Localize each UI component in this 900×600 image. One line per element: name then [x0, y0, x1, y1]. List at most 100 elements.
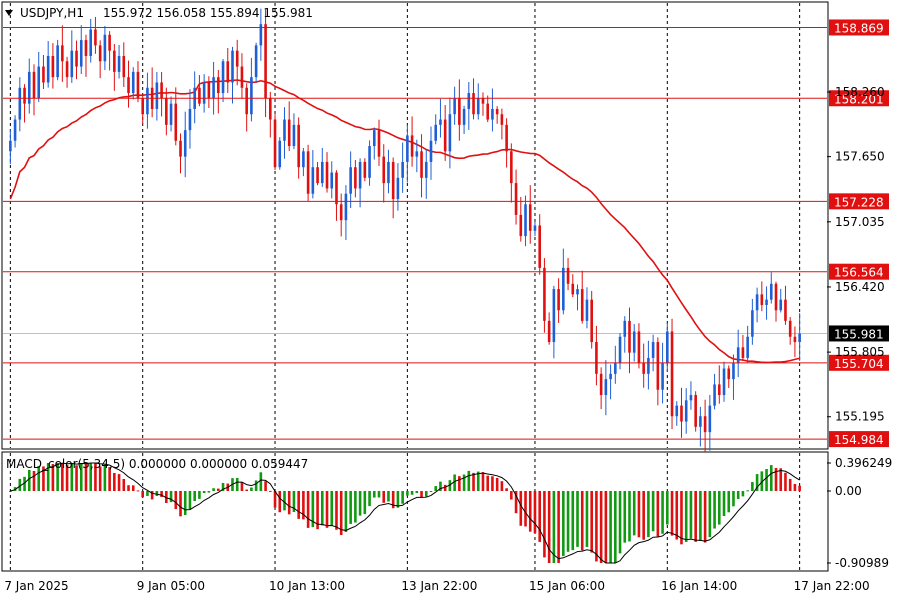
macd-histogram-bar	[136, 490, 140, 492]
time-axis-label: 17 Jan 22:00	[794, 579, 870, 593]
candle-body	[439, 119, 442, 125]
macd-histogram-bar	[391, 491, 395, 509]
candle-body	[325, 161, 329, 189]
macd-histogram-bar	[273, 491, 277, 508]
macd-histogram-bar	[784, 472, 787, 491]
macd-histogram-bar	[689, 491, 693, 539]
candle-body	[647, 357, 650, 374]
candle-body	[122, 55, 126, 78]
candle-body	[75, 50, 78, 67]
price-axis-label: 157.035	[835, 215, 885, 229]
macd-histogram-bar	[656, 491, 660, 537]
current-price-label: 155.981	[834, 327, 884, 341]
candle-body	[212, 77, 215, 99]
macd-histogram-bar	[349, 491, 352, 524]
candle-body	[618, 336, 622, 364]
candle-body	[684, 400, 688, 422]
candle-body	[708, 405, 712, 433]
candle-body	[217, 77, 220, 94]
macd-histogram-bar	[420, 491, 423, 498]
macd-histogram-bar	[84, 463, 88, 491]
time-axis-label: 9 Jan 05:00	[137, 579, 205, 593]
macd-histogram-bar	[165, 491, 168, 503]
symbol-timeframe-label: USDJPY,H1	[20, 6, 84, 20]
candle-body	[349, 167, 352, 194]
candle-body	[165, 98, 168, 125]
macd-histogram-bar	[283, 491, 286, 511]
candle-body	[131, 71, 135, 94]
candle-body	[202, 82, 206, 104]
macd-histogram-bar	[150, 491, 154, 500]
macd-histogram-bar	[765, 469, 768, 491]
candle-body	[510, 151, 513, 184]
price-level-label: 154.984	[834, 433, 884, 447]
macd-histogram-bar	[694, 491, 697, 542]
candle-body	[231, 50, 234, 83]
candle-body	[42, 66, 45, 83]
macd-histogram-bar	[160, 491, 163, 498]
macd-histogram-bar	[798, 485, 801, 491]
candle-body	[491, 108, 494, 120]
macd-histogram-bar	[547, 491, 551, 563]
candle-body	[117, 55, 121, 72]
macd-histogram-bar	[188, 491, 192, 510]
candle-body	[18, 87, 22, 120]
price-level-label: 155.704	[834, 357, 884, 371]
candle-body	[476, 98, 480, 115]
candle-body	[528, 204, 532, 231]
macd-histogram-bar	[576, 491, 579, 547]
macd-histogram-bar	[623, 491, 627, 543]
candle-body	[722, 368, 726, 396]
macd-histogram-bar	[269, 490, 272, 492]
macd-histogram-bar	[746, 490, 749, 492]
macd-histogram-bar	[75, 465, 78, 491]
candle-body	[141, 98, 144, 115]
candle-body	[717, 384, 721, 396]
candle-body	[103, 34, 107, 62]
macd-histogram-bar	[722, 491, 726, 516]
macd-histogram-bar	[56, 463, 59, 491]
macd-histogram-bar	[500, 481, 504, 491]
candle-body	[666, 331, 669, 364]
macd-histogram-bar	[713, 491, 716, 529]
macd-histogram-bar	[287, 491, 291, 515]
macd-histogram-bar	[141, 491, 144, 498]
candle-body	[410, 135, 414, 157]
macd-histogram-bar	[741, 491, 745, 497]
candle-body	[94, 29, 97, 46]
macd-histogram-bar	[410, 491, 414, 495]
macd-histogram-bar	[61, 463, 64, 491]
candle-body	[136, 71, 140, 99]
candle-body	[741, 347, 745, 358]
candle-body	[458, 98, 461, 125]
moving-average-line	[9, 79, 800, 364]
macd-histogram-bar	[599, 491, 603, 563]
macd-histogram-bar	[89, 463, 93, 491]
candle-body	[188, 108, 192, 131]
candle-body	[769, 283, 773, 300]
macd-histogram-bar	[415, 491, 419, 494]
candle-body	[595, 342, 598, 374]
candle-body	[32, 71, 36, 99]
symbol-dropdown-icon[interactable]	[5, 10, 13, 16]
candle-body	[543, 267, 546, 321]
macd-histogram-bar	[146, 491, 149, 496]
candle-body	[235, 50, 239, 67]
macd-histogram-bar	[651, 491, 655, 532]
macd-histogram-bar	[358, 491, 362, 516]
macd-panel-frame	[1, 451, 829, 572]
candle-body	[614, 363, 617, 374]
macd-histogram-bar	[316, 491, 319, 530]
candles-layer	[9, 8, 801, 452]
candle-body	[675, 405, 679, 417]
candle-body	[65, 61, 69, 78]
candle-body	[179, 140, 182, 157]
candle-body	[207, 82, 211, 99]
candle-body	[221, 61, 225, 94]
candle-body	[462, 108, 466, 125]
macd-histogram-bar	[495, 477, 499, 491]
candle-body	[79, 40, 83, 67]
macd-histogram-bar	[632, 491, 636, 536]
candle-body	[27, 71, 31, 104]
